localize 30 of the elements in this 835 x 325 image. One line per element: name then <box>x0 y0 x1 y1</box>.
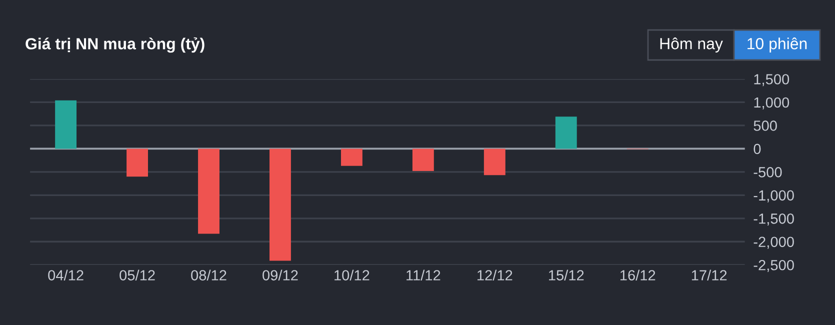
y-tick-label: 1,500 <box>754 74 790 86</box>
x-tick-label: 16/12 <box>620 270 656 280</box>
x-tick-label: 12/12 <box>478 270 512 280</box>
x-tick-label: 10/12 <box>334 270 370 280</box>
bar <box>270 148 291 261</box>
y-tick-label: -1,000 <box>754 190 794 202</box>
bar <box>126 148 148 177</box>
bar <box>340 148 362 166</box>
y-tick-label: 0 <box>754 144 761 154</box>
bar <box>484 148 506 176</box>
bar <box>55 100 77 149</box>
chart-title: Giá trị NN mua ròng (tỷ) <box>26 37 204 53</box>
y-tick-label: -2,500 <box>754 260 794 272</box>
y-tick-label: 1,000 <box>754 97 790 110</box>
bar <box>198 148 220 234</box>
x-tick-label: 15/12 <box>548 270 584 280</box>
x-tick-label: 05/12 <box>120 270 155 280</box>
y-tick-label: -1,500 <box>754 214 794 226</box>
x-tick-label: 17/12 <box>692 270 727 280</box>
y-tick-label: 500 <box>754 120 777 131</box>
y-tick-label: -2,000 <box>754 236 794 249</box>
x-tick-label: 04/12 <box>48 270 84 280</box>
y-tick-label: -500 <box>754 167 782 178</box>
bar <box>412 148 434 171</box>
text: 10 phiên <box>748 38 807 52</box>
x-tick-label: 08/12 <box>191 270 226 280</box>
text: Hôm nay <box>660 38 723 52</box>
bar <box>555 116 577 149</box>
x-tick-label: 11/12 <box>406 270 440 280</box>
x-tick-label: 09/12 <box>262 270 298 280</box>
